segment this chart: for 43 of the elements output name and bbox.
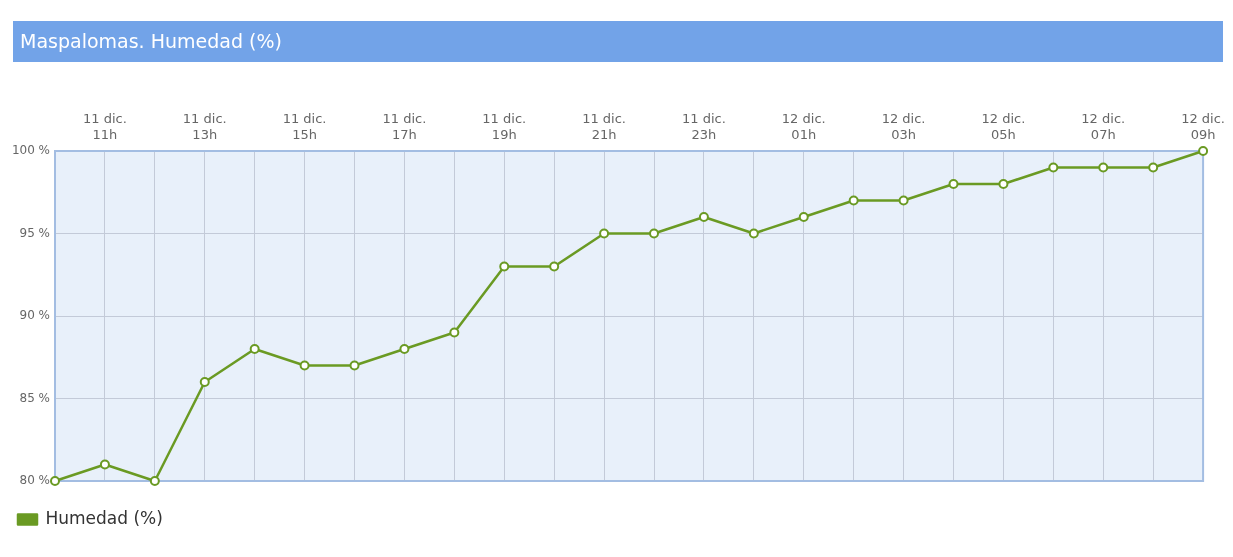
point [449, 327, 460, 338]
point [549, 261, 560, 272]
x-tick-label: 11 dic. 17h [382, 110, 427, 142]
x-tick-label: 12 dic. 01h [781, 110, 826, 142]
point [249, 344, 260, 354]
point [848, 195, 859, 206]
x-tick-label: 11 dic. 15h [282, 110, 327, 142]
point [948, 179, 959, 189]
point [1148, 162, 1159, 173]
legend-label: Humedad (%) [45, 507, 163, 528]
chart-title: Maspalomas. Humedad (%) [13, 21, 1223, 62]
x-tick-label: 12 dic. 07h [1081, 110, 1126, 142]
y-tick-label: 85 % [19, 390, 50, 405]
point [50, 476, 60, 486]
point [649, 228, 659, 239]
point [998, 179, 1009, 189]
point [349, 360, 360, 371]
point [1098, 162, 1109, 173]
x-tick-label: 11 dic. 23h [682, 110, 726, 142]
y-tick-label: 95 % [19, 225, 50, 240]
point [798, 212, 809, 222]
point [898, 195, 909, 206]
x-tick-label: 12 dic. 03h [881, 110, 926, 142]
x-tick-label: 12 dic. 05h [981, 110, 1026, 142]
x-tick-label: 11 dic. 19h [482, 110, 527, 142]
x-tick-label: 11 dic. 13h [182, 110, 227, 142]
point [299, 360, 310, 371]
x-tick-label: 12 dic. 09h [1181, 110, 1226, 142]
point [99, 459, 110, 470]
x-tick-label: 11 dic. 11h [83, 110, 127, 142]
x-tick-label: 11 dic. 21h [582, 110, 626, 142]
y-tick-label: 100 % [11, 143, 50, 158]
point [499, 261, 510, 272]
point [1198, 146, 1209, 156]
point [149, 476, 160, 486]
point [748, 228, 759, 239]
point [199, 377, 210, 387]
point [599, 228, 610, 239]
point [698, 212, 709, 222]
y-tick-label: 80 % [19, 473, 50, 488]
point [1048, 162, 1059, 173]
y-tick-label: 90 % [19, 308, 50, 323]
point [399, 344, 410, 354]
